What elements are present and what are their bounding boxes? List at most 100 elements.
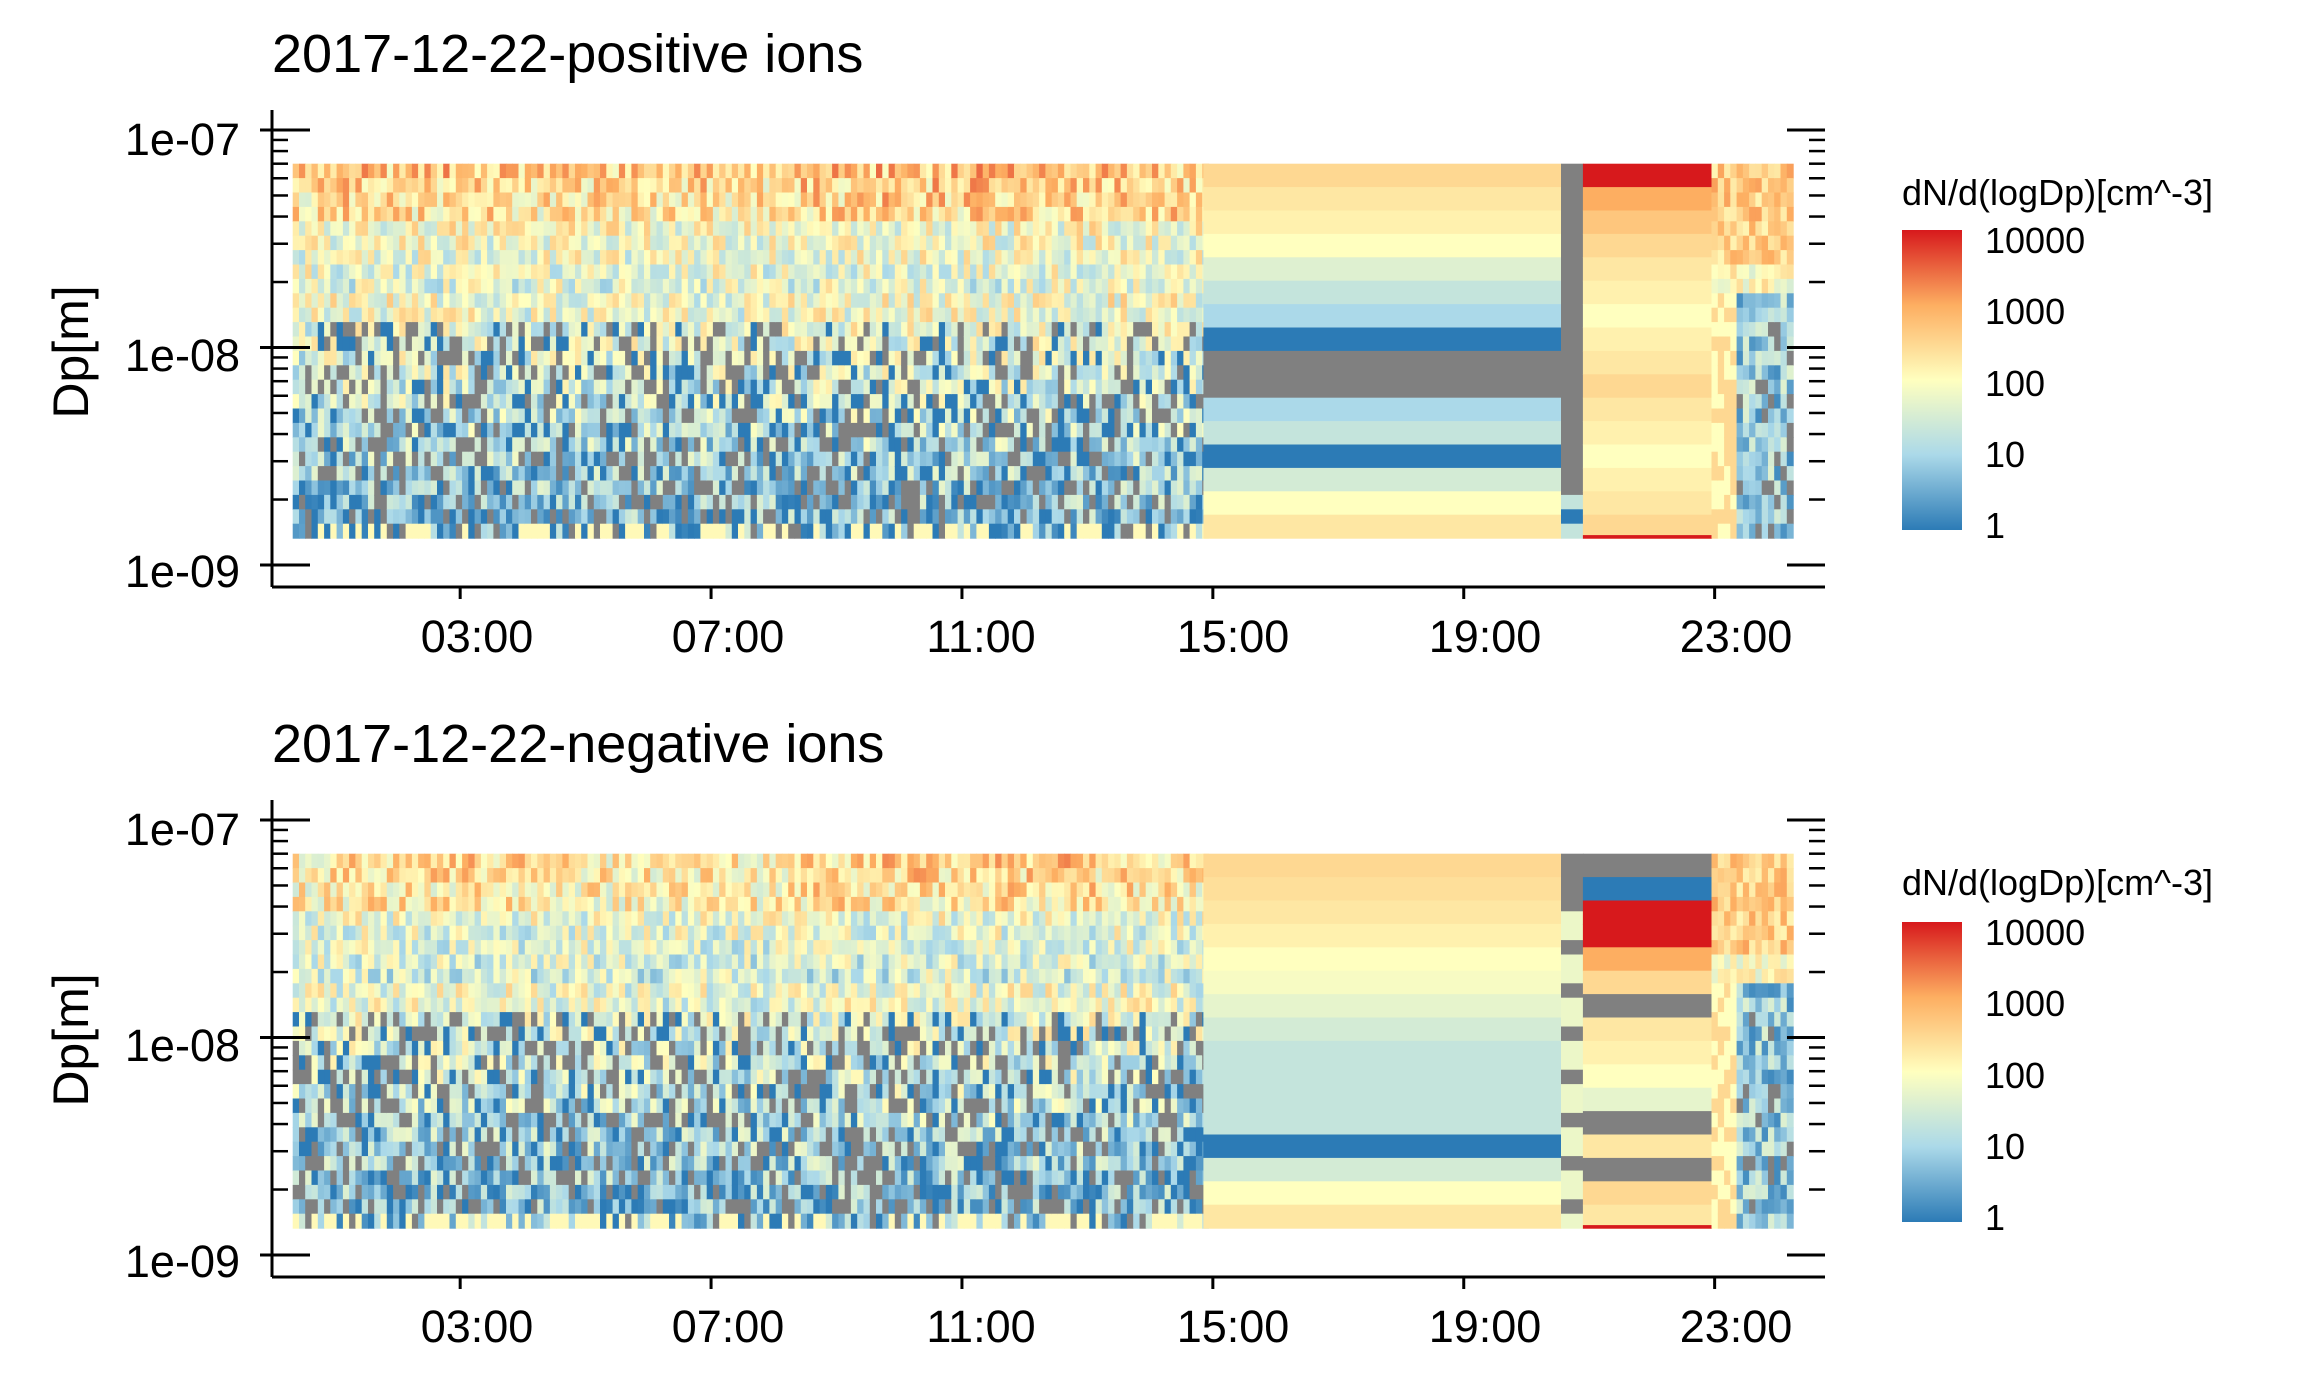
heatmap-cell xyxy=(1014,466,1021,482)
heatmap-cell xyxy=(788,178,796,194)
heatmap-cell xyxy=(844,178,852,194)
heatmap-cell xyxy=(324,336,331,352)
heatmap-cell xyxy=(863,322,871,338)
heatmap-cell xyxy=(1749,494,1756,510)
heatmap-cell xyxy=(913,336,921,352)
heatmap-cell xyxy=(750,192,758,208)
heatmap-cell xyxy=(800,437,808,453)
heatmap-cell xyxy=(794,307,802,323)
heatmap-cell xyxy=(380,437,388,453)
heatmap-cell xyxy=(957,480,965,496)
heatmap-cell xyxy=(1780,307,1788,323)
heatmap-cell xyxy=(1786,494,1794,510)
heatmap-cell xyxy=(612,322,620,338)
heatmap-cell xyxy=(405,1213,413,1229)
heatmap-cell xyxy=(1133,437,1141,453)
heatmap-cell xyxy=(1076,221,1084,237)
heatmap-cell xyxy=(411,1199,419,1215)
heatmap-cell xyxy=(876,336,883,352)
heatmap-cell xyxy=(430,509,438,525)
heatmap-cell xyxy=(882,480,890,496)
heatmap-cell xyxy=(869,235,877,251)
heatmap-cell xyxy=(681,523,689,539)
heatmap-cell xyxy=(1026,293,1034,309)
heatmap-cell xyxy=(399,896,407,912)
heatmap-cell xyxy=(970,336,977,352)
heatmap-cell xyxy=(342,379,350,395)
heatmap-cell xyxy=(1064,250,1072,266)
heatmap-cell xyxy=(951,480,959,496)
heatmap-cell xyxy=(775,322,783,338)
heatmap-cell xyxy=(932,293,940,309)
heatmap-cell xyxy=(299,925,306,941)
heatmap-cell xyxy=(1089,163,1097,179)
heatmap-cell xyxy=(1736,192,1744,208)
heatmap-cell xyxy=(543,437,551,453)
heatmap-cell xyxy=(311,264,319,280)
heatmap-cell xyxy=(1761,523,1769,539)
heatmap-cell xyxy=(1761,235,1769,251)
heatmap-cell xyxy=(1064,336,1072,352)
heatmap-cell xyxy=(1164,336,1172,352)
heatmap-cell xyxy=(587,221,595,237)
heatmap-cell xyxy=(499,250,507,266)
heatmap-cell xyxy=(361,954,369,970)
heatmap-cell xyxy=(1139,235,1147,251)
heatmap-cell xyxy=(1724,365,1731,381)
heatmap-cell xyxy=(405,1026,413,1042)
heatmap-cell xyxy=(543,192,551,208)
heatmap-cell xyxy=(618,192,626,208)
heatmap-cell xyxy=(1108,322,1115,338)
heatmap-cell xyxy=(832,307,839,323)
heatmap-cell xyxy=(317,451,325,467)
heatmap-cell xyxy=(1561,451,1584,467)
heatmap-cell xyxy=(537,365,545,381)
heatmap-cell xyxy=(1133,408,1141,424)
heatmap-cell xyxy=(1761,466,1769,482)
heatmap-cell xyxy=(945,365,952,381)
heatmap-cell xyxy=(380,466,388,482)
heatmap-cell xyxy=(662,307,670,323)
heatmap-cell xyxy=(957,264,965,280)
heatmap-cell xyxy=(1057,264,1065,280)
heatmap-cell xyxy=(455,278,463,294)
heatmap-cell xyxy=(681,336,689,352)
heatmap-cell xyxy=(437,925,444,941)
heatmap-cell xyxy=(317,336,325,352)
heatmap-cell xyxy=(807,221,814,237)
heatmap-cell xyxy=(988,523,996,539)
heatmap-cell xyxy=(399,1199,407,1215)
heatmap-cell xyxy=(587,178,595,194)
heatmap-cell xyxy=(418,365,425,381)
heatmap-cell xyxy=(876,466,883,482)
heatmap-cell xyxy=(418,896,425,912)
heatmap-cell xyxy=(1189,293,1197,309)
heatmap-cell xyxy=(374,523,382,539)
heatmap-cell xyxy=(587,278,595,294)
heatmap-cell xyxy=(1089,192,1097,208)
heatmap-cell xyxy=(1724,408,1731,424)
heatmap-cell xyxy=(926,206,934,222)
heatmap-cell xyxy=(794,264,802,280)
heatmap-cell xyxy=(342,882,350,898)
heatmap-cell xyxy=(361,178,369,194)
heatmap-cell xyxy=(1786,293,1794,309)
heatmap-cell xyxy=(549,437,557,453)
heatmap-cell xyxy=(411,408,419,424)
heatmap-cell xyxy=(1761,163,1769,179)
heatmap-cell xyxy=(631,509,639,525)
heatmap-cell xyxy=(1095,278,1103,294)
heatmap-cell xyxy=(411,1055,419,1071)
heatmap-cell xyxy=(963,466,971,482)
heatmap-cell xyxy=(462,1069,469,1085)
heatmap-cell xyxy=(449,1184,457,1200)
heatmap-cell xyxy=(405,394,413,410)
heatmap-cell xyxy=(305,307,313,323)
heatmap-cell xyxy=(982,494,990,510)
heatmap-cell xyxy=(449,1069,457,1085)
heatmap-cell xyxy=(349,206,356,222)
heatmap-cell xyxy=(894,437,902,453)
heatmap-cell xyxy=(411,1040,419,1056)
heatmap-cell xyxy=(769,192,777,208)
heatmap-cell xyxy=(725,178,733,194)
